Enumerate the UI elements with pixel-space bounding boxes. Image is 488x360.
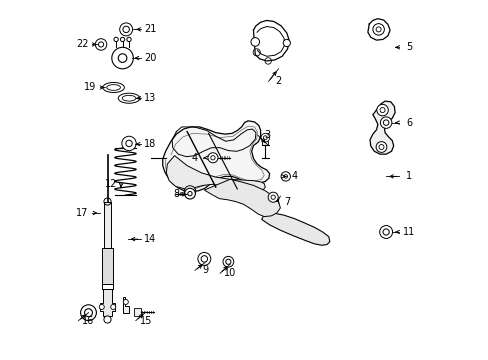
Text: 13: 13 (144, 93, 156, 103)
Circle shape (379, 226, 392, 238)
Text: 22: 22 (76, 40, 88, 49)
Circle shape (375, 141, 386, 152)
Circle shape (104, 316, 111, 323)
Circle shape (120, 23, 132, 36)
Polygon shape (369, 101, 394, 154)
Circle shape (184, 188, 195, 199)
Circle shape (112, 47, 133, 69)
Text: 5: 5 (406, 42, 412, 52)
Text: 20: 20 (144, 53, 157, 63)
Polygon shape (166, 156, 265, 193)
Polygon shape (100, 289, 115, 316)
Text: 21: 21 (144, 24, 157, 35)
Text: 4: 4 (191, 153, 197, 163)
Text: 10: 10 (224, 268, 236, 278)
Circle shape (376, 104, 387, 116)
Text: 3: 3 (264, 130, 270, 140)
Circle shape (95, 39, 106, 50)
Text: 4: 4 (291, 171, 297, 181)
Circle shape (281, 172, 290, 181)
Circle shape (267, 192, 278, 202)
Circle shape (198, 252, 210, 265)
Text: 6: 6 (406, 118, 412, 128)
Polygon shape (104, 202, 111, 248)
Circle shape (99, 305, 104, 310)
Circle shape (110, 305, 116, 310)
Polygon shape (134, 309, 140, 316)
Text: 11: 11 (403, 227, 415, 237)
Circle shape (122, 136, 136, 150)
Text: 19: 19 (83, 82, 96, 93)
Text: 17: 17 (76, 208, 88, 218)
Circle shape (123, 300, 128, 305)
Circle shape (250, 38, 259, 46)
Text: 12: 12 (105, 179, 117, 189)
Circle shape (81, 305, 96, 320)
Text: 1: 1 (406, 171, 412, 181)
Polygon shape (102, 248, 112, 284)
Text: 15: 15 (140, 316, 152, 325)
Circle shape (372, 24, 384, 35)
Polygon shape (262, 141, 267, 145)
Text: 14: 14 (144, 234, 156, 244)
Polygon shape (261, 212, 329, 245)
Polygon shape (204, 179, 280, 217)
Text: 9: 9 (202, 265, 208, 275)
Circle shape (261, 134, 269, 142)
Polygon shape (122, 297, 129, 313)
Text: 16: 16 (82, 316, 95, 325)
Text: 18: 18 (144, 139, 156, 149)
Circle shape (283, 40, 290, 46)
Circle shape (184, 186, 195, 197)
Polygon shape (163, 121, 269, 192)
Text: 7: 7 (284, 197, 290, 207)
Circle shape (223, 256, 233, 267)
Circle shape (207, 153, 218, 163)
Circle shape (187, 189, 192, 194)
Text: 2: 2 (275, 76, 281, 86)
Circle shape (380, 117, 391, 129)
Text: 8: 8 (173, 189, 179, 199)
